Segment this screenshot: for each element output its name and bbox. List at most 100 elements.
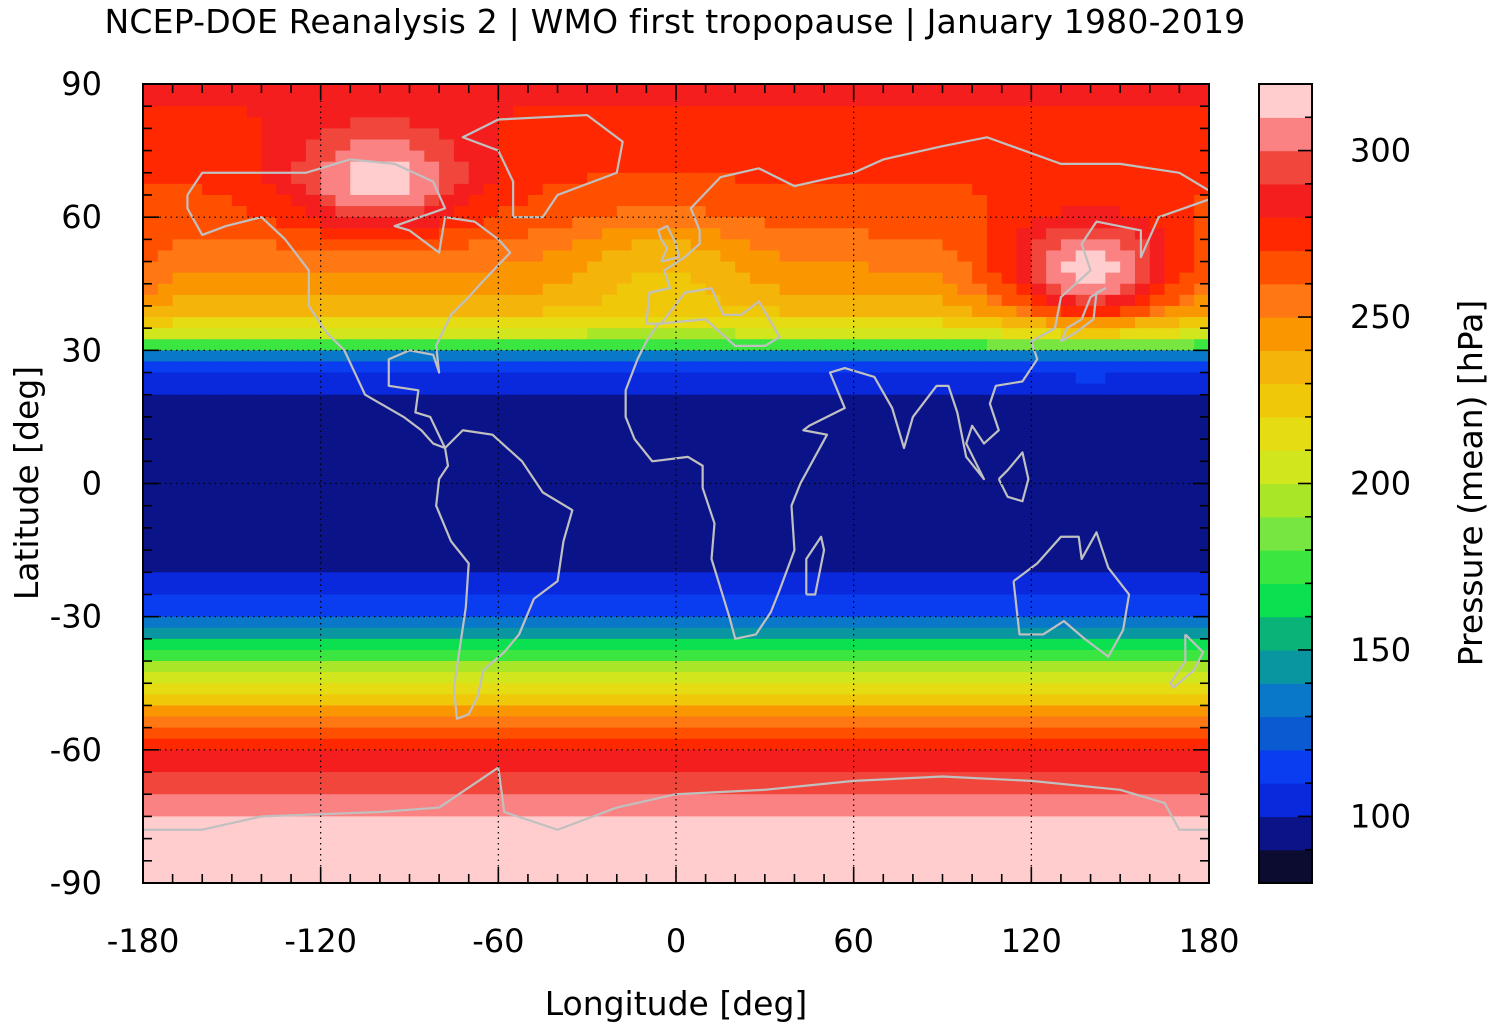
heatmap-cell	[513, 450, 529, 462]
heatmap-cell	[1120, 172, 1136, 185]
heatmap-cell	[927, 150, 944, 163]
heatmap-cell	[809, 206, 825, 218]
heatmap-cell	[379, 705, 396, 718]
heatmap-cell	[157, 217, 174, 229]
heatmap-cell	[453, 194, 470, 207]
heatmap-cell	[750, 572, 766, 584]
heatmap-cell	[379, 627, 396, 640]
heatmap-cell	[1194, 250, 1209, 263]
heatmap-cell	[616, 538, 633, 551]
heatmap-cell	[1105, 372, 1121, 385]
heatmap-cell	[868, 805, 884, 818]
heatmap-cell	[172, 450, 189, 462]
heatmap-cell	[868, 128, 884, 141]
heatmap-cell	[853, 361, 870, 374]
heatmap-cell	[276, 716, 292, 729]
heatmap-cell	[631, 783, 647, 795]
heatmap-cell	[646, 472, 662, 485]
heatmap-cell	[335, 461, 351, 474]
heatmap-cell	[157, 183, 174, 196]
heatmap-cell	[1194, 616, 1209, 629]
heatmap-cell	[217, 594, 233, 607]
heatmap-cell	[1001, 350, 1018, 363]
heatmap-cell	[705, 394, 722, 407]
heatmap-cell	[661, 372, 677, 385]
heatmap-cell	[631, 294, 647, 307]
heatmap-cell	[1120, 605, 1136, 618]
heatmap-cell	[468, 594, 485, 607]
heatmap-cell	[587, 106, 603, 118]
heatmap-cell	[853, 627, 870, 640]
heatmap-cell	[246, 738, 263, 751]
heatmap-cell	[187, 505, 203, 518]
heatmap-cell	[1105, 206, 1121, 218]
heatmap-cell	[335, 361, 351, 374]
heatmap-cell	[320, 128, 337, 141]
heatmap-cell	[809, 372, 825, 385]
heatmap-cell	[424, 117, 440, 129]
heatmap-cell	[527, 84, 544, 96]
heatmap-cell	[764, 816, 781, 829]
heatmap-cell	[217, 194, 233, 207]
heatmap-cell	[527, 416, 544, 429]
heatmap-cell	[853, 461, 870, 474]
heatmap-cell	[365, 760, 381, 773]
heatmap-cell	[143, 661, 159, 673]
heatmap-cell	[335, 738, 351, 751]
heatmap-cell	[1149, 172, 1166, 185]
heatmap-cell	[483, 339, 499, 351]
heatmap-cell	[453, 661, 470, 673]
heatmap-cell	[513, 339, 529, 351]
heatmap-cell	[750, 550, 766, 562]
heatmap-cell	[1149, 150, 1166, 163]
heatmap-cell	[809, 516, 825, 529]
heatmap-cell	[1031, 261, 1047, 274]
heatmap-cell	[883, 305, 899, 318]
heatmap-cell	[1090, 727, 1106, 740]
heatmap-cell	[661, 505, 677, 518]
heatmap-cell	[809, 106, 825, 118]
heatmap-cell	[157, 550, 174, 562]
heatmap-cell	[335, 816, 351, 829]
heatmap-cell	[379, 572, 396, 584]
heatmap-cell	[572, 405, 588, 418]
heatmap-cell	[1046, 228, 1062, 240]
heatmap-cell	[291, 849, 307, 862]
heatmap-cell	[705, 117, 722, 129]
heatmap-cell	[409, 117, 425, 129]
heatmap-cell	[187, 805, 203, 818]
heatmap-cell	[350, 672, 366, 684]
heatmap-cell	[824, 838, 840, 851]
heatmap-cell	[1120, 694, 1136, 707]
heatmap-cell	[498, 361, 514, 374]
heatmap-cell	[1194, 760, 1209, 773]
heatmap-cell	[779, 239, 796, 252]
heatmap-cell	[764, 516, 781, 529]
heatmap-cell	[424, 239, 440, 252]
heatmap-cell	[483, 749, 499, 762]
heatmap-cell	[809, 561, 825, 573]
heatmap-cell	[291, 550, 307, 562]
heatmap-cell	[1075, 816, 1092, 829]
heatmap-cell	[661, 272, 677, 285]
heatmap-cell	[720, 649, 736, 662]
heatmap-cell	[172, 372, 189, 385]
heatmap-cell	[1090, 95, 1106, 107]
heatmap-cell	[350, 428, 366, 440]
heatmap-cell	[202, 849, 218, 862]
heatmap-cell	[1134, 95, 1151, 107]
heatmap-cell	[750, 527, 766, 540]
heatmap-cell	[912, 505, 929, 518]
heatmap-cell	[824, 428, 840, 440]
heatmap-cell	[824, 361, 840, 374]
heatmap-cell	[498, 106, 514, 118]
heatmap-cell	[409, 827, 425, 840]
heatmap-cell	[305, 583, 322, 596]
heatmap-cell	[587, 594, 603, 607]
heatmap-cell	[853, 483, 870, 496]
heatmap-cell	[601, 261, 618, 274]
heatmap-cell	[246, 472, 263, 485]
heatmap-cell	[320, 117, 337, 129]
heatmap-cell	[1001, 250, 1018, 263]
heatmap-cell	[898, 339, 914, 351]
